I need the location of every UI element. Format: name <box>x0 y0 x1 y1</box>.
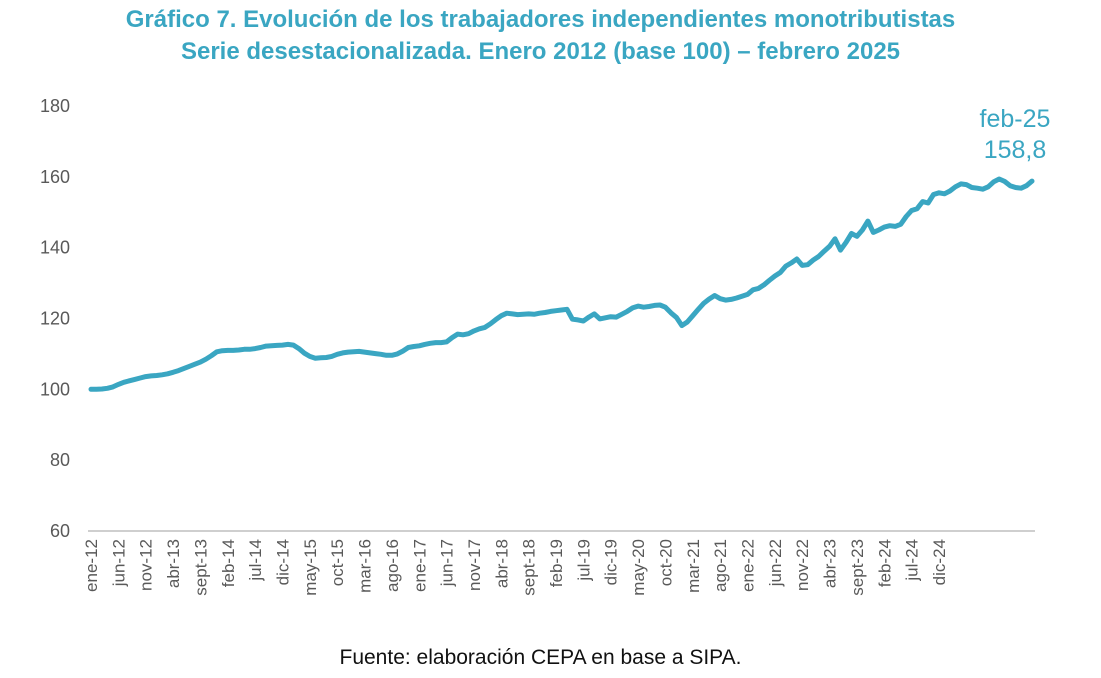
x-tick-label: oct-20 <box>656 539 675 586</box>
x-tick-label: feb-19 <box>547 539 566 587</box>
source-note: Fuente: elaboración CEPA en base a SIPA. <box>339 646 742 669</box>
y-tick-label: 60 <box>50 521 70 541</box>
x-tick-label: ene-17 <box>410 539 429 592</box>
x-tick-label: oct-15 <box>328 539 347 586</box>
x-tick-label: sept-23 <box>848 539 867 596</box>
x-tick-label: jun-17 <box>438 539 457 587</box>
x-tick-label: jul-24 <box>903 539 922 582</box>
x-axis-ticks: ene-12 jun-12 nov-12 abr-13 sept-13 feb-14 jul… <box>82 539 949 596</box>
x-tick-label: abr-18 <box>492 539 511 588</box>
x-tick-label: nov-22 <box>793 539 812 591</box>
end-point-label-date: feb-25 <box>980 105 1051 133</box>
x-tick-label: dic-24 <box>930 539 949 585</box>
x-tick-label: sept-18 <box>520 539 539 596</box>
x-tick-label: mar-16 <box>356 539 375 593</box>
x-tick-label: dic-19 <box>602 539 621 585</box>
y-tick-label: 140 <box>40 238 70 258</box>
chart-title-line1: Gráfico 7. Evolución de los trabajadores… <box>125 6 956 33</box>
x-tick-label: jun-12 <box>109 539 128 587</box>
y-tick-label: 180 <box>40 96 70 116</box>
end-point-label-value: 158,8 <box>984 136 1047 164</box>
y-tick-label: 80 <box>50 450 70 470</box>
y-axis-ticks: 60 80 100 120 140 160 180 <box>40 96 70 541</box>
y-tick-label: 120 <box>40 309 70 329</box>
x-tick-label: nov-17 <box>465 539 484 591</box>
x-tick-label: mar-21 <box>684 539 703 593</box>
x-tick-label: abr-13 <box>164 539 183 588</box>
x-tick-label: jun-22 <box>766 539 785 587</box>
x-tick-label: abr-23 <box>821 539 840 588</box>
series-line <box>88 176 1035 392</box>
x-tick-label: ene-12 <box>82 539 101 592</box>
x-tick-label: dic-14 <box>273 539 292 585</box>
chart-title-line2: Serie desestacionalizada. Enero 2012 (ba… <box>180 38 901 65</box>
x-tick-label: nov-12 <box>137 539 156 591</box>
y-tick-label: 160 <box>40 167 70 187</box>
x-tick-label: ago-21 <box>711 539 730 592</box>
x-tick-label: ene-22 <box>739 539 758 592</box>
x-tick-label: feb-14 <box>219 539 238 587</box>
x-tick-label: jul-19 <box>574 539 593 582</box>
line-chart: 60 80 100 120 140 160 180 ene-12 jun-12 nov-12 ab… <box>40 96 1051 596</box>
x-tick-label: sept-13 <box>191 539 210 596</box>
y-tick-label: 100 <box>40 379 70 399</box>
x-tick-label: jul-14 <box>246 539 265 582</box>
x-tick-label: may-20 <box>629 539 648 596</box>
x-tick-label: feb-24 <box>875 539 894 587</box>
x-tick-label: ago-16 <box>383 539 402 592</box>
x-tick-label: may-15 <box>301 539 320 596</box>
